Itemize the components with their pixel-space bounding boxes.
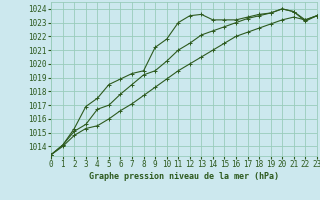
X-axis label: Graphe pression niveau de la mer (hPa): Graphe pression niveau de la mer (hPa) bbox=[89, 172, 279, 181]
